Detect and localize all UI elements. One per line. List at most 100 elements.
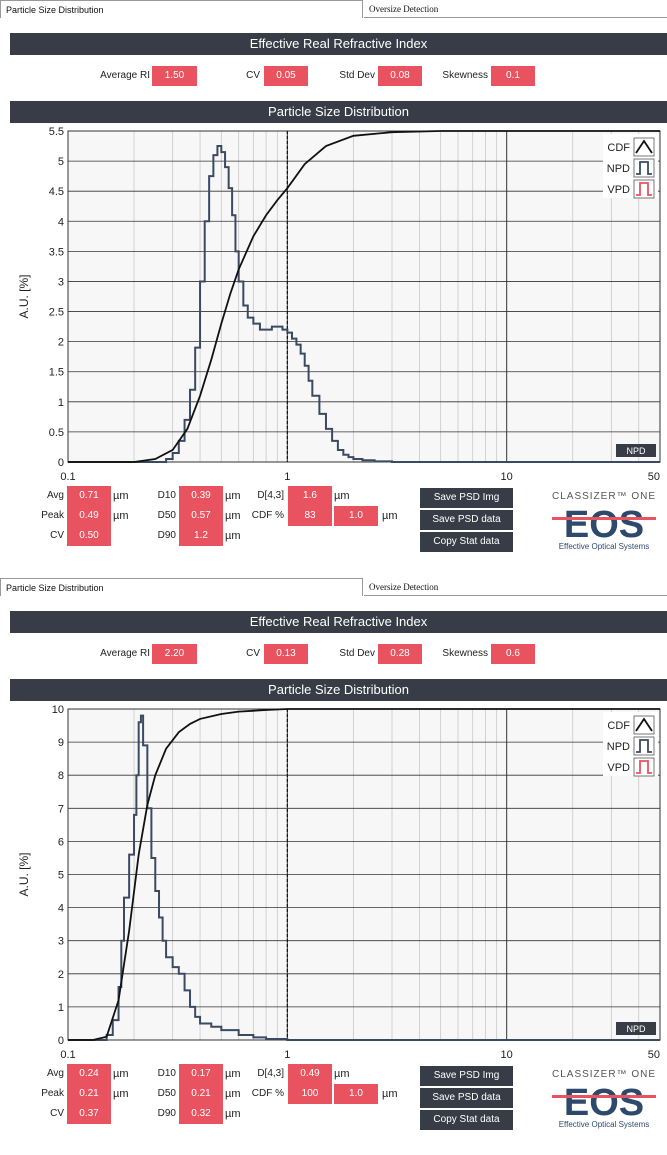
y-tick-label: 5 (58, 870, 64, 882)
avg-value: 0.71 (67, 486, 111, 506)
y-tick-label: 10 (52, 704, 64, 716)
copy-stat-data-button[interactable]: Copy Stat data (420, 1110, 513, 1130)
peak-value: 0.21 (67, 1084, 111, 1104)
tab-bar: Particle Size Distribution Oversize Dete… (0, 578, 667, 598)
d10-label: D10 (157, 490, 176, 501)
ri-cv-value: 0.13 (264, 644, 308, 664)
d10-value: 0.39 (179, 486, 223, 506)
ri-cv-label: CV (246, 648, 260, 659)
x-tick-label: 0.1 (60, 1049, 75, 1061)
cdf-size-value: 1.0 (334, 1084, 378, 1104)
cdf-pct-label: CDF % (251, 1088, 284, 1099)
x-tick-label: 1 (284, 1049, 290, 1061)
d43-unit: µm (334, 1068, 350, 1080)
npd-mode-badge-label: NPD (626, 446, 646, 456)
plot-frame (67, 130, 661, 463)
logo-top-text: CLASSIZER™ ONE (552, 491, 656, 502)
cv-value: 0.50 (67, 526, 111, 546)
cdf-pct-input[interactable]: 100 (288, 1084, 332, 1104)
eos-logo: CLASSIZER™ ONE EOS Effective Optical Sys… (544, 488, 664, 551)
logo-bottom-text: Effective Optical Systems (559, 542, 650, 551)
y-tick-label: 8 (58, 770, 64, 782)
legend-icon-npd (636, 161, 652, 175)
tab-particle-size-distribution[interactable]: Particle Size Distribution (0, 578, 363, 596)
ri-std-value: 0.08 (378, 66, 422, 86)
save-psd-data-button[interactable]: Save PSD data (420, 1088, 513, 1108)
d90-unit: µm (225, 1108, 241, 1120)
tab-oversize-detection[interactable]: Oversize Detection (364, 578, 667, 596)
cv-label: CV (50, 1108, 64, 1119)
y-tick-label: 1 (58, 397, 64, 409)
y-tick-label: 5 (58, 156, 64, 168)
d43-label: D[4,3] (257, 490, 284, 501)
d10-value: 0.17 (179, 1064, 223, 1084)
d50-label: D50 (157, 510, 176, 521)
cdf-size-unit: µm (382, 1088, 398, 1100)
tab-bar: Particle Size Distribution Oversize Dete… (0, 0, 667, 20)
legend-icon-cdf (635, 717, 653, 732)
y-tick-label: 3 (58, 276, 64, 288)
ri-cv-value: 0.05 (264, 66, 308, 86)
ri-section-title: Effective Real Refractive Index (10, 611, 667, 633)
logo-red-stripe (552, 1095, 656, 1098)
d90-label: D90 (157, 530, 176, 541)
x-tick-label: 50 (648, 1049, 660, 1061)
legend-swatch-npd (633, 736, 655, 756)
chart-legend: CDF NPD VPD (603, 134, 658, 199)
tab-oversize-detection[interactable]: Oversize Detection (364, 0, 667, 18)
psd-chart-svg: 0 0.5 1 1.5 2 2.5 3 3.5 4 4.5 5 5.5 0.1 1 10 50 CDF NPD VP… (17, 126, 661, 502)
d10-label: D10 (157, 1068, 176, 1079)
y-tick-label: 4 (58, 903, 64, 915)
legend-swatch-cdf (633, 715, 655, 735)
y-tick-label: 2.5 (49, 307, 64, 319)
psd-chart: 0 0.5 1 1.5 2 2.5 3 3.5 4 4.5 5 5.5 0.1 1 10 50 CDF NPD VP… (10, 124, 667, 502)
npd-series-line (68, 714, 660, 1041)
cdf-size-value: 1.0 (334, 506, 378, 526)
d43-value: 1.6 (288, 486, 332, 506)
y-tick-label: 3.5 (49, 246, 64, 258)
save-psd-img-button[interactable]: Save PSD Img (420, 1066, 513, 1086)
chart-legend: CDF NPD VPD (603, 712, 658, 777)
d43-value: 0.49 (288, 1064, 332, 1084)
peak-unit: µm (113, 1088, 129, 1100)
ri-stats-row: Average RI 2.20 CV 0.13 Std Dev 0.28 Ske… (10, 634, 667, 674)
npd-mode-badge (616, 1022, 656, 1035)
logo-big-text: EOS (564, 1082, 644, 1124)
logo-bottom-text: Effective Optical Systems (559, 1120, 650, 1129)
ri-std-label: Std Dev (339, 70, 375, 81)
cdf-pct-label: CDF % (251, 510, 284, 521)
y-tick-label: 2 (58, 337, 64, 349)
y-tick-label: 4 (58, 216, 64, 228)
x-tick-label: 1 (284, 471, 290, 483)
d90-unit: µm (225, 530, 241, 542)
peak-value: 0.49 (67, 506, 111, 526)
legend-label-cdf: CDF (607, 142, 630, 154)
y-axis-title: A.U. [%] (17, 274, 31, 318)
cv-value: 0.37 (67, 1104, 111, 1124)
save-psd-data-button[interactable]: Save PSD data (420, 510, 513, 530)
tab-particle-size-distribution[interactable]: Particle Size Distribution (0, 0, 363, 18)
ri-skewness-label: Skewness (442, 70, 488, 81)
ri-skewness-value: 0.6 (491, 644, 535, 664)
x-tick-label: 0.1 (60, 471, 75, 483)
npd-series-line (68, 145, 660, 463)
d10-unit: µm (225, 1068, 241, 1080)
ri-section-title: Effective Real Refractive Index (10, 33, 667, 55)
d50-unit: µm (225, 510, 241, 522)
cdf-series-line (68, 708, 660, 1041)
ri-std-value: 0.28 (378, 644, 422, 664)
avg-ri-label: Average RI (100, 70, 150, 81)
ri-cv-label: CV (246, 70, 260, 81)
ri-skewness-value: 0.1 (491, 66, 535, 86)
ri-std-label: Std Dev (339, 648, 375, 659)
legend-swatch-cdf (633, 137, 655, 157)
d90-value: 1.2 (179, 526, 223, 546)
copy-stat-data-button[interactable]: Copy Stat data (420, 532, 513, 552)
y-axis-title: A.U. [%] (17, 852, 31, 896)
cdf-series-line (68, 130, 660, 463)
y-tick-label: 6 (58, 836, 64, 848)
cdf-pct-input[interactable]: 83 (288, 506, 332, 526)
d90-value: 0.32 (179, 1104, 223, 1124)
save-psd-img-button[interactable]: Save PSD Img (420, 488, 513, 508)
